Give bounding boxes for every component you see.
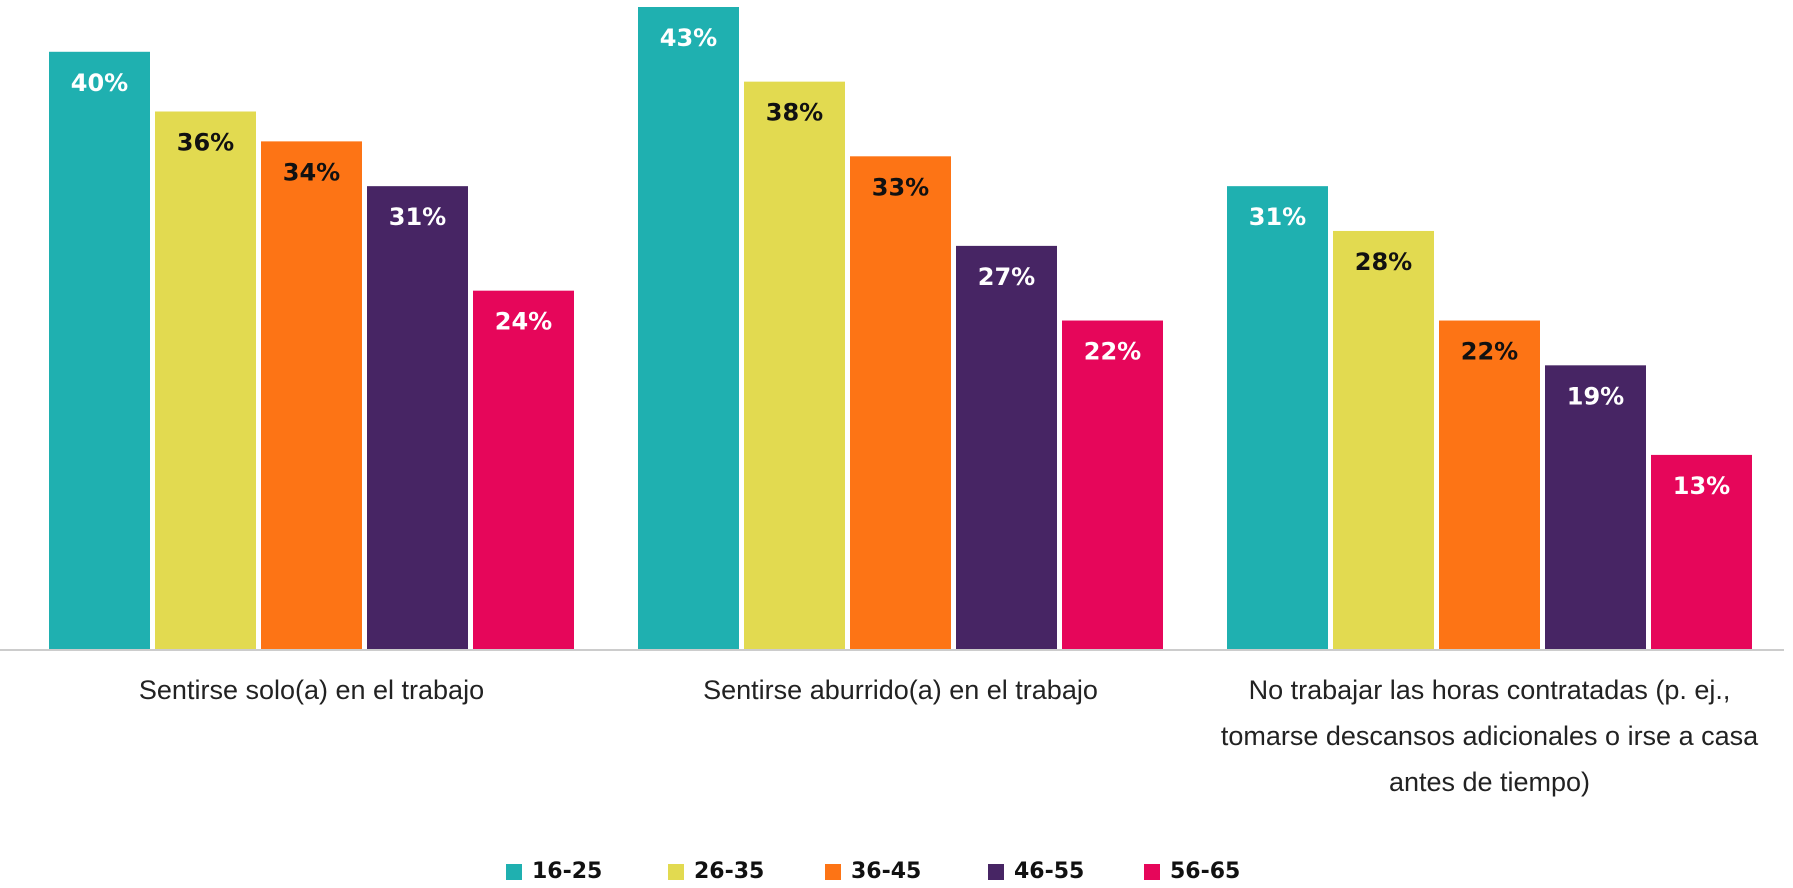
bar — [1062, 320, 1163, 649]
value-label: 34% — [283, 158, 340, 186]
bar — [850, 156, 951, 650]
category-label: Sentirse aburrido(a) en el trabajo — [703, 675, 1098, 705]
value-label: 13% — [1673, 472, 1730, 500]
legend-swatch — [988, 864, 1004, 880]
value-label: 38% — [766, 99, 823, 127]
bar — [744, 81, 845, 649]
legend-label: 16-25 — [532, 859, 602, 884]
value-label: 28% — [1355, 248, 1412, 276]
legend-swatch — [1144, 864, 1160, 880]
value-label: 36% — [177, 129, 234, 157]
value-label: 31% — [389, 203, 446, 231]
bar — [49, 51, 150, 649]
bar — [1333, 230, 1434, 649]
bar — [1439, 320, 1540, 649]
bar — [1651, 454, 1752, 649]
legend-swatch — [668, 864, 684, 880]
value-label: 33% — [872, 173, 929, 201]
bar — [1227, 186, 1328, 650]
legend-label: 56-65 — [1170, 859, 1240, 884]
value-label: 27% — [978, 263, 1035, 291]
value-label: 24% — [495, 308, 552, 336]
legend-label: 26-35 — [694, 859, 764, 884]
bar — [155, 111, 256, 650]
bar — [1545, 365, 1646, 649]
value-label: 40% — [71, 69, 128, 97]
legend-swatch — [825, 864, 841, 880]
legend-label: 46-55 — [1014, 859, 1084, 884]
legend-label: 36-45 — [851, 859, 921, 884]
value-label: 22% — [1461, 338, 1518, 366]
bar — [956, 245, 1057, 649]
legend-swatch — [506, 864, 522, 880]
bar — [473, 290, 574, 649]
value-label: 43% — [660, 24, 717, 52]
category-label: Sentirse solo(a) en el trabajo — [138, 675, 485, 705]
category-label: No trabajar las horas contratadas (p. ej… — [1220, 675, 1759, 797]
bar — [367, 186, 468, 650]
bar — [261, 141, 362, 650]
value-label: 31% — [1249, 203, 1306, 231]
value-label: 22% — [1084, 338, 1141, 366]
value-label: 19% — [1567, 382, 1624, 410]
bar — [638, 7, 739, 649]
